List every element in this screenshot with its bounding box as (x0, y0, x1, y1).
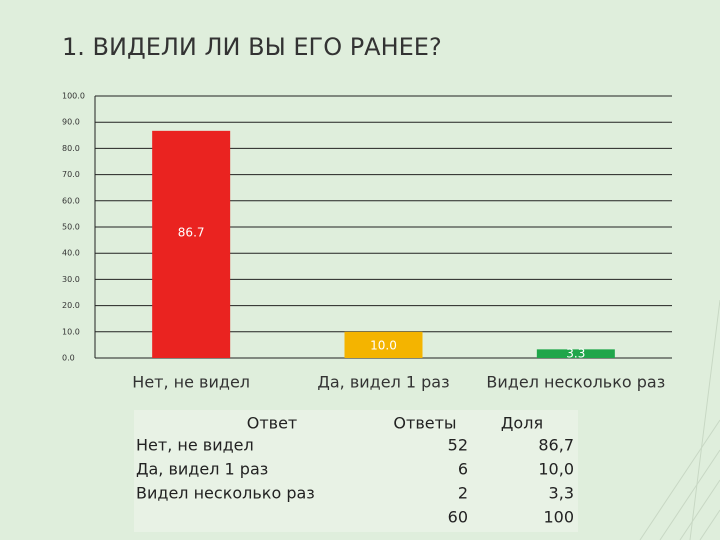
table-cell: Видел несколько раз (136, 484, 315, 503)
table-background (134, 410, 578, 532)
data-label: 10.0 (370, 338, 397, 352)
table-total: 100 (543, 508, 574, 527)
x-tick-label: Да, видел 1 раз (317, 373, 449, 392)
y-tick-label: 90.0 (62, 118, 80, 127)
table-cell: 2 (458, 484, 468, 503)
chart-title: 1. ВИДЕЛИ ЛИ ВЫ ЕГО РАНЕЕ? (62, 33, 442, 61)
table-header: Ответ (247, 414, 298, 433)
table-header: Доля (501, 414, 543, 433)
decoration (639, 299, 720, 540)
table-total: 60 (448, 508, 468, 527)
y-tick-label: 10.0 (62, 327, 80, 336)
y-tick-label: 50.0 (62, 223, 80, 232)
data-label: 3.3 (566, 347, 585, 361)
x-tick-label: Видел несколько раз (486, 373, 665, 392)
y-tick-label: 70.0 (62, 170, 80, 179)
bar (152, 130, 231, 358)
table-header: Ответы (393, 414, 456, 433)
y-tick-label: 40.0 (62, 249, 80, 258)
table-cell: Нет, не видел (136, 436, 254, 455)
bar (536, 349, 615, 358)
table-cell: Да, видел 1 раз (136, 460, 268, 479)
bar (344, 331, 423, 358)
table-cell: 6 (458, 460, 468, 479)
table-cell: 3,3 (549, 484, 574, 503)
y-tick-label: 100.0 (62, 92, 85, 101)
y-tick-label: 0.0 (62, 354, 75, 363)
y-tick-label: 80.0 (62, 144, 80, 153)
y-tick-label: 60.0 (62, 196, 80, 205)
data-label: 86.7 (178, 226, 205, 240)
table-cell: 10,0 (538, 460, 574, 479)
y-tick-label: 30.0 (62, 275, 80, 284)
y-tick-label: 20.0 (62, 301, 80, 310)
table-cell: 52 (448, 436, 468, 455)
x-tick-label: Нет, не видел (132, 373, 250, 392)
table-cell: 86,7 (538, 436, 574, 455)
